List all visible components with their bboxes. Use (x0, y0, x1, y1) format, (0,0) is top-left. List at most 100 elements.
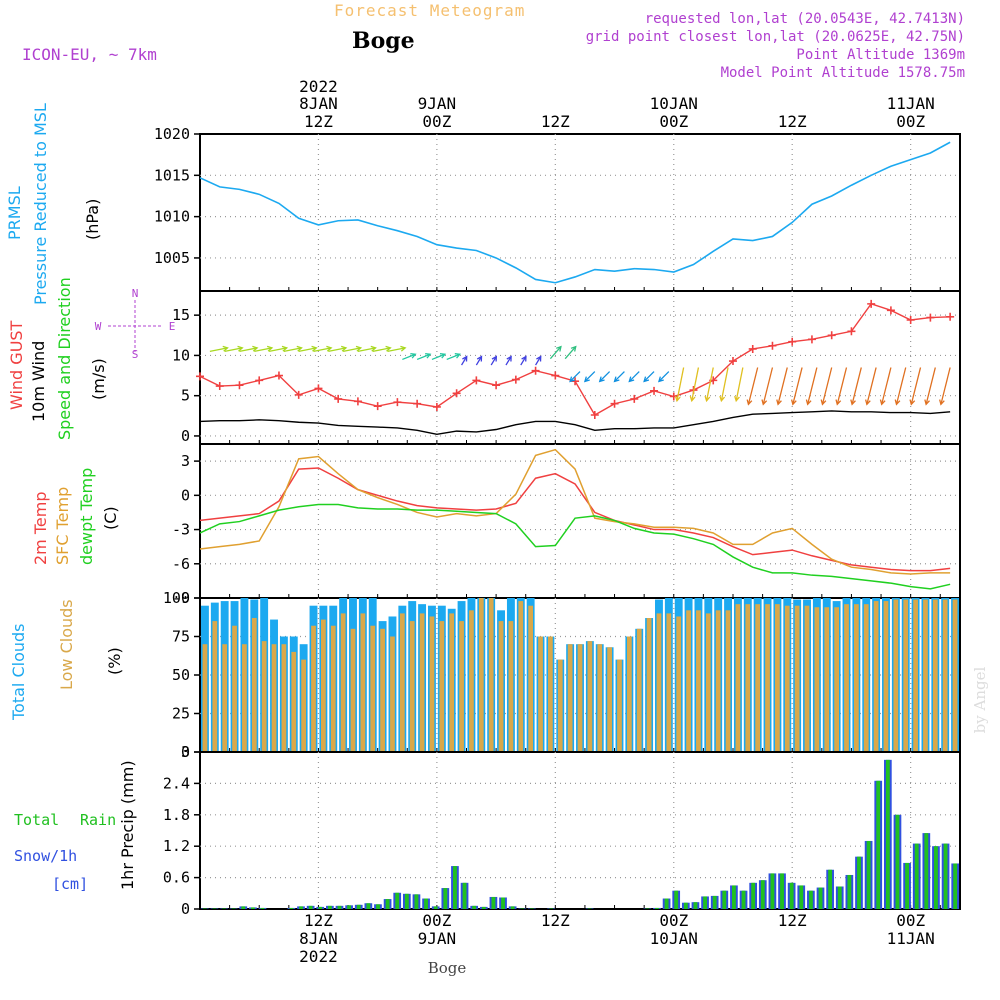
bar-low-clouds (459, 621, 464, 752)
series-10m-wind (199, 410, 951, 436)
bar-rain (501, 897, 505, 909)
y-tick-label: 3 (181, 743, 190, 761)
wind-arrow-head (556, 345, 562, 352)
wind-arrow-head (454, 353, 462, 359)
bar-low-clouds (903, 599, 909, 752)
gust-marker (590, 411, 599, 420)
gust-marker (788, 337, 797, 346)
wind-arrow (599, 371, 611, 382)
y-tick-label: 0 (181, 427, 190, 445)
bar-rain (356, 904, 361, 909)
gust-marker (847, 327, 856, 336)
watermark: by Angel (971, 666, 989, 733)
wind-arrow (535, 356, 542, 366)
legend-snow: Snow/1h (14, 847, 77, 865)
bar-rain (587, 908, 592, 909)
panel-frame (199, 751, 961, 910)
bar-low-clouds (439, 621, 445, 752)
gust-marker (373, 402, 382, 411)
compass-w: W (95, 320, 102, 333)
wind-arrow (735, 367, 744, 401)
wind-arrow-head (296, 345, 303, 352)
top-axis-hour: 12Z (778, 112, 807, 131)
wind-arrow-head (820, 399, 827, 406)
y-tick-label: 0.6 (163, 869, 190, 887)
bottom-axis-hour: 12Z (778, 911, 807, 930)
wind-arrow-head (252, 345, 259, 352)
bottom-axis-hour: 00Z (896, 911, 925, 930)
wind-arrow-head (266, 345, 274, 352)
wind-arrow-head (613, 376, 620, 383)
model-altitude: Model Point Altitude 1578.75m (721, 65, 965, 81)
wind-arrow-head (222, 345, 229, 352)
bar-low-clouds (301, 659, 307, 752)
bar-low-clouds (419, 613, 425, 752)
bar-rain (943, 843, 948, 909)
legend-cm: [cm] (52, 875, 88, 893)
top-axis-date: 8JAN (299, 94, 338, 113)
panel-precip: 0 0.6 1.2 1.8 2.4 3 1hr Precip (mm) Total RainSn… (14, 743, 961, 918)
wind-arrow (209, 347, 228, 353)
bar-low-clouds (784, 605, 790, 752)
wind-arrow (720, 367, 729, 401)
bar-low-clouds (251, 618, 257, 752)
bar-low-clouds (390, 636, 395, 752)
wind-arrow-head (385, 345, 392, 352)
model-label: ICON-EU, ~ 7km (22, 45, 157, 64)
gust-marker (926, 313, 935, 322)
wind-arrow-head (674, 395, 681, 403)
bar-rain (837, 886, 842, 909)
wind-arrow (569, 371, 581, 382)
bar-low-clouds (705, 613, 711, 752)
y-tick-label: -3 (172, 521, 190, 539)
point-altitude: Point Altitude 1369m (796, 47, 965, 63)
bar-low-clouds (775, 604, 780, 752)
top-axis-hour: 00Z (896, 112, 925, 131)
bar-low-clouds (498, 621, 504, 752)
wind-arrow (283, 347, 302, 353)
bar-rain (751, 882, 756, 909)
wind-arrow-head (355, 345, 363, 352)
wind-arrow-head (536, 355, 542, 362)
ylabel-low: Low Clouds (57, 599, 76, 690)
gust-marker (274, 371, 283, 380)
bar-low-clouds (508, 621, 514, 752)
gust-marker (492, 381, 501, 390)
wind-arrow-head (734, 395, 740, 403)
ylabel-10m-wind: 10m Wind (29, 341, 48, 422)
gust-marker (531, 366, 540, 375)
wind-arrow (614, 371, 625, 382)
y-tick-label: 0 (181, 900, 190, 918)
bar-low-clouds (725, 610, 731, 752)
gust-marker (353, 397, 362, 406)
bar-low-clouds (281, 644, 287, 752)
bar-rain (847, 874, 852, 909)
wind-arrow-head (719, 395, 726, 403)
y-tick-label: 100 (163, 589, 190, 607)
wind-arrow-head (939, 399, 945, 406)
wind-arrow-head (570, 345, 577, 352)
wind-arrow-head (340, 345, 348, 352)
bar-rain (260, 907, 265, 909)
bar-low-clouds (597, 644, 603, 752)
bar-rain (318, 906, 323, 909)
bar-low-clouds (330, 625, 336, 752)
bottom-axis-date: 10JAN (650, 929, 698, 948)
bar-low-clouds (488, 598, 494, 752)
wind-arrow (705, 367, 714, 401)
bar-rain (414, 894, 419, 909)
y-tick-label: 15 (172, 306, 190, 324)
bar-rain (453, 866, 457, 909)
wind-arrow-head (643, 376, 650, 383)
wind-arrow (549, 346, 562, 360)
bar-low-clouds (222, 644, 228, 752)
top-axis-year: 2022 (299, 77, 338, 96)
wind-arrow (910, 367, 922, 405)
bar-low-clouds (567, 644, 573, 752)
wind-arrow (940, 367, 951, 405)
bar-rain (241, 906, 246, 909)
bar-low-clouds (824, 607, 830, 752)
gust-marker (235, 381, 244, 390)
y-tick-label: 1.2 (163, 837, 190, 855)
